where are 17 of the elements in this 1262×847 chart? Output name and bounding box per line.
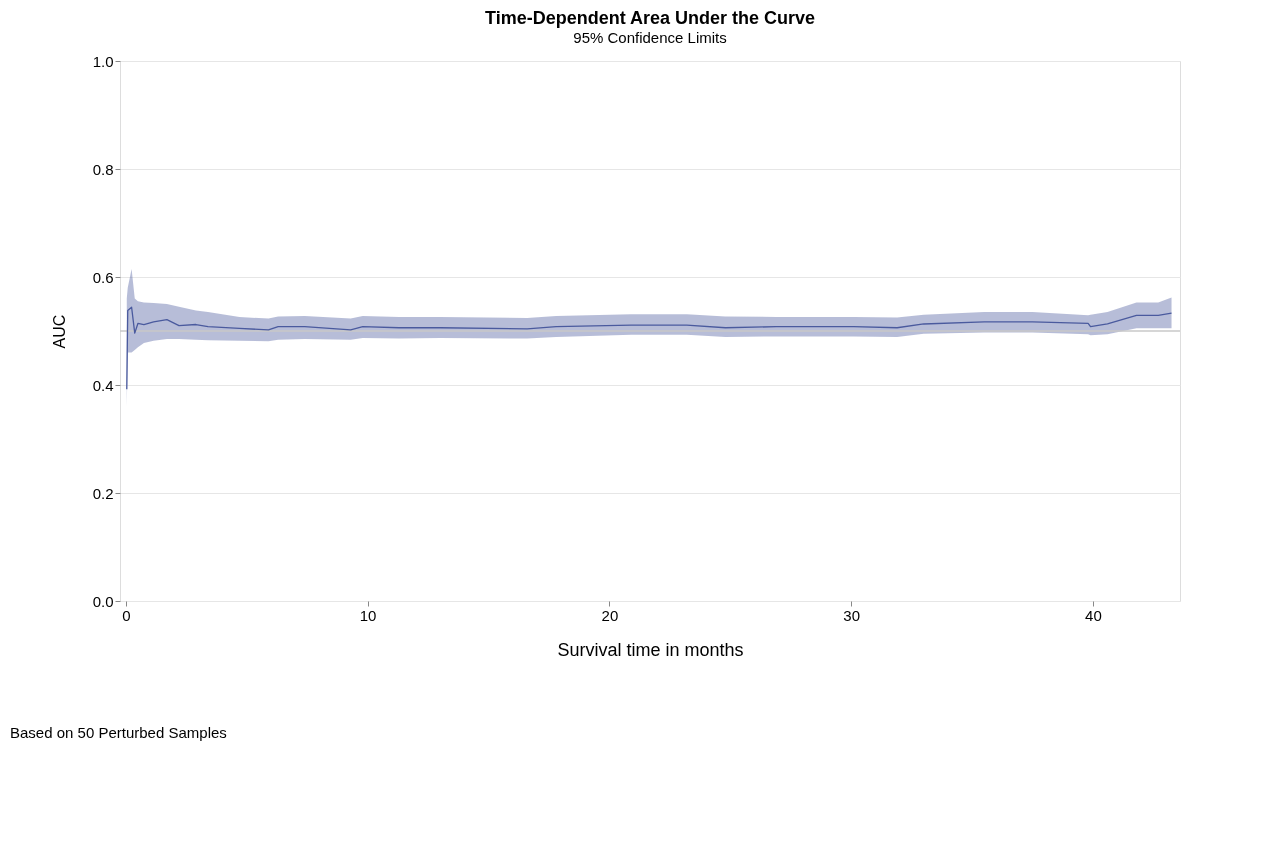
y-tick-label: 1.0 bbox=[92, 52, 114, 70]
text: Based on 50 Perturbed Samples bbox=[10, 724, 227, 741]
line-series bbox=[126, 306, 1173, 390]
x-tick-label: 20 bbox=[601, 606, 619, 624]
chart-title: Time-Dependent Area Under the Curve bbox=[484, 8, 816, 28]
x-axis-title: Survival time in months bbox=[557, 639, 744, 660]
y-tick-label: 0.2 bbox=[92, 484, 114, 502]
y-tick-label: 0.6 bbox=[92, 268, 114, 286]
y-axis-title: AUC bbox=[50, 314, 68, 349]
x-tick-label: 10 bbox=[359, 606, 377, 624]
y-tick-label: 0.0 bbox=[92, 592, 114, 610]
x-tick-label: 30 bbox=[843, 606, 861, 624]
x-tick-label: 0 bbox=[122, 606, 131, 624]
y-tick-label: 0.4 bbox=[92, 376, 114, 394]
y-tick-label: 0.8 bbox=[92, 160, 114, 178]
x-tick-label: 40 bbox=[1085, 606, 1102, 624]
chart-subtitle: 95% Confidence Limits bbox=[573, 29, 727, 46]
